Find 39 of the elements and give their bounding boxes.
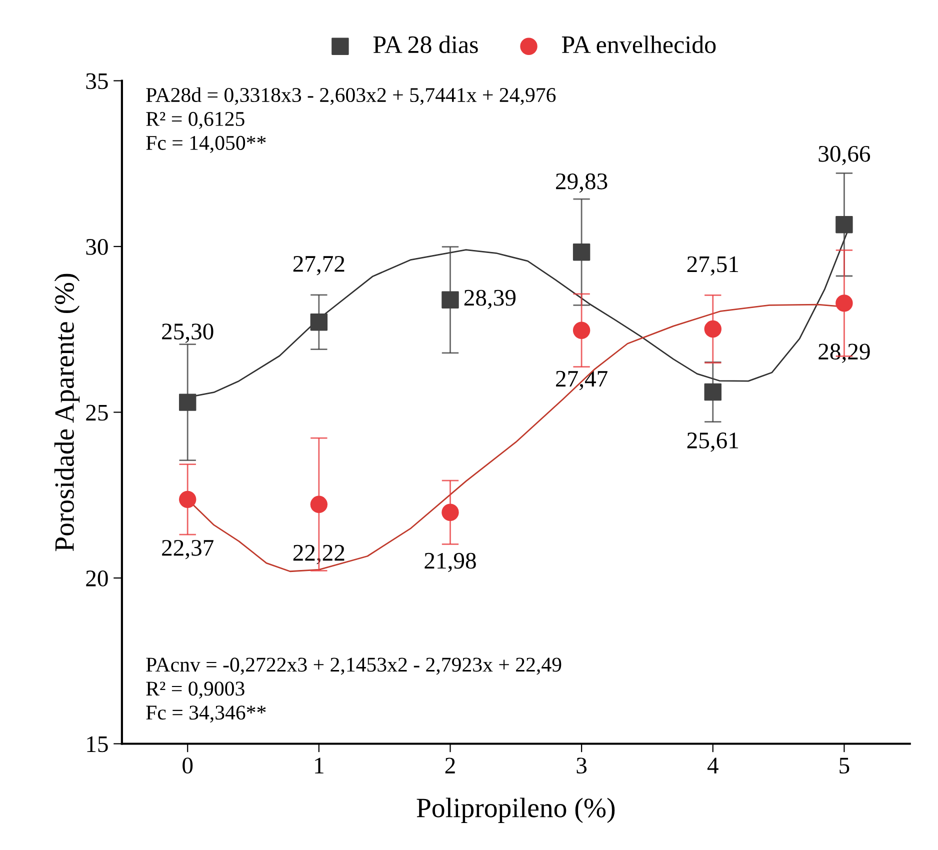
point [310,496,328,514]
legend-label: PA envelhecido [562,36,716,54]
x-tick-label: 1 [315,758,324,774]
data-label: 28,29 [818,344,870,363]
data-label: 22,37 [162,540,214,560]
point [442,504,459,521]
y-tick-label: 15 [87,736,108,752]
x-tick-label: 0 [182,758,193,774]
y-tick-label: 30 [86,238,108,255]
point [572,322,590,339]
data-label: 27,51 [687,256,738,276]
x-tick-label: 5 [840,758,850,774]
x-tick-label: 4 [707,758,718,774]
point [836,216,853,234]
point [310,313,328,331]
point [178,490,196,508]
data-label: 27,72 [293,256,344,276]
x-tick-label: 3 [576,758,587,774]
point [178,394,196,411]
data-label: 28,39 [464,290,516,310]
legend-label: PA 28 dias [373,36,478,54]
data-label: 25,30 [162,324,214,343]
data-label: 25,61 [687,432,738,452]
y-tick-label: 25 [86,404,108,421]
point [836,294,853,312]
y-tick-label: 35 [86,73,108,90]
y-tick-label: 20 [86,570,108,586]
point [704,383,722,401]
data-label: 30,66 [818,146,870,166]
point [572,244,590,261]
data-label: 21,98 [424,552,476,572]
data-label: 29,83 [556,173,608,193]
point [704,320,722,338]
x-tick-label: 2 [445,758,455,774]
annotation: PAcnv = -0,2722x3 + 2,1453x2 - 2,7923x + 22,49 R² = 0,9003 Fc = 34,346** [146,658,562,723]
annotation: PA28d = 0,3318x3 - 2,603x2 + 5,7441x + 24,976 R² = 0,6125 Fc = 14,050** [146,87,556,153]
x-axis-title: Polipropileno (%) [416,798,615,823]
y-axis-title: Porosidade Aparente (%) [54,274,80,552]
point [442,291,459,308]
